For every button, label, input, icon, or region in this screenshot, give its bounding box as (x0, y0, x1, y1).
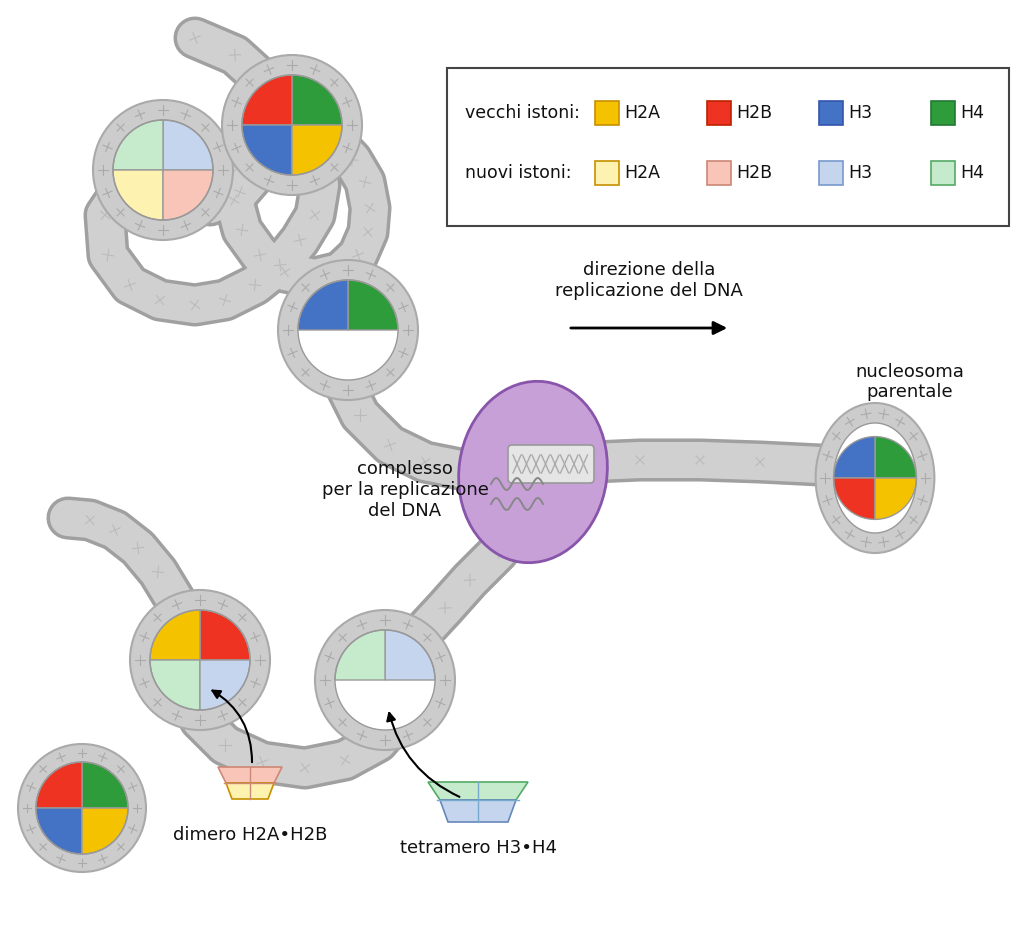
Wedge shape (242, 75, 292, 125)
Wedge shape (874, 478, 916, 519)
Circle shape (315, 610, 455, 750)
Wedge shape (292, 75, 342, 125)
Wedge shape (298, 280, 348, 330)
Text: H2A: H2A (624, 104, 660, 122)
Wedge shape (163, 170, 213, 220)
Circle shape (36, 762, 128, 854)
Wedge shape (874, 437, 916, 478)
Circle shape (18, 744, 146, 872)
FancyBboxPatch shape (508, 445, 594, 483)
Wedge shape (242, 125, 292, 175)
Text: H2B: H2B (736, 164, 772, 182)
Text: dimero H2A•H2B: dimero H2A•H2B (173, 826, 328, 844)
Text: nuovi istoni:: nuovi istoni: (465, 164, 571, 182)
Wedge shape (150, 610, 200, 660)
FancyBboxPatch shape (595, 161, 618, 185)
Wedge shape (36, 808, 82, 854)
Wedge shape (163, 120, 213, 170)
Wedge shape (834, 478, 874, 519)
Text: vecchi istoni:: vecchi istoni: (465, 104, 580, 122)
Circle shape (242, 75, 342, 175)
Circle shape (298, 280, 398, 380)
Circle shape (113, 120, 213, 220)
Polygon shape (440, 800, 516, 822)
Wedge shape (348, 280, 398, 330)
Text: complesso
per la replicazione
del DNA: complesso per la replicazione del DNA (322, 460, 488, 519)
Circle shape (278, 260, 418, 400)
Text: nucleosoma
parentale: nucleosoma parentale (856, 362, 965, 402)
Text: H2A: H2A (624, 164, 660, 182)
Ellipse shape (834, 423, 916, 533)
Polygon shape (226, 783, 274, 799)
Circle shape (150, 610, 250, 710)
Text: H3: H3 (848, 164, 872, 182)
Ellipse shape (815, 403, 935, 553)
FancyBboxPatch shape (819, 161, 843, 185)
Wedge shape (200, 660, 250, 710)
Wedge shape (113, 170, 163, 220)
Polygon shape (428, 782, 528, 800)
Ellipse shape (459, 381, 607, 563)
Text: direzione della
replicazione del DNA: direzione della replicazione del DNA (555, 262, 743, 300)
FancyBboxPatch shape (595, 101, 618, 125)
Circle shape (130, 590, 270, 730)
FancyBboxPatch shape (707, 161, 731, 185)
Wedge shape (292, 125, 342, 175)
Wedge shape (82, 762, 128, 808)
Text: H4: H4 (961, 164, 984, 182)
Text: tetramero H3•H4: tetramero H3•H4 (399, 839, 556, 857)
Circle shape (222, 55, 362, 195)
Wedge shape (200, 610, 250, 660)
Wedge shape (150, 660, 200, 710)
FancyBboxPatch shape (819, 101, 843, 125)
Polygon shape (218, 767, 282, 783)
Circle shape (335, 630, 435, 730)
Wedge shape (36, 762, 82, 808)
FancyBboxPatch shape (931, 101, 955, 125)
FancyBboxPatch shape (931, 161, 955, 185)
Wedge shape (335, 630, 385, 680)
Wedge shape (385, 630, 435, 680)
Wedge shape (834, 437, 874, 478)
FancyBboxPatch shape (707, 101, 731, 125)
Text: H3: H3 (848, 104, 872, 122)
Circle shape (93, 100, 233, 240)
Text: H2B: H2B (736, 104, 772, 122)
Wedge shape (82, 808, 128, 854)
Wedge shape (113, 120, 163, 170)
FancyBboxPatch shape (447, 68, 1009, 226)
Text: H4: H4 (961, 104, 984, 122)
